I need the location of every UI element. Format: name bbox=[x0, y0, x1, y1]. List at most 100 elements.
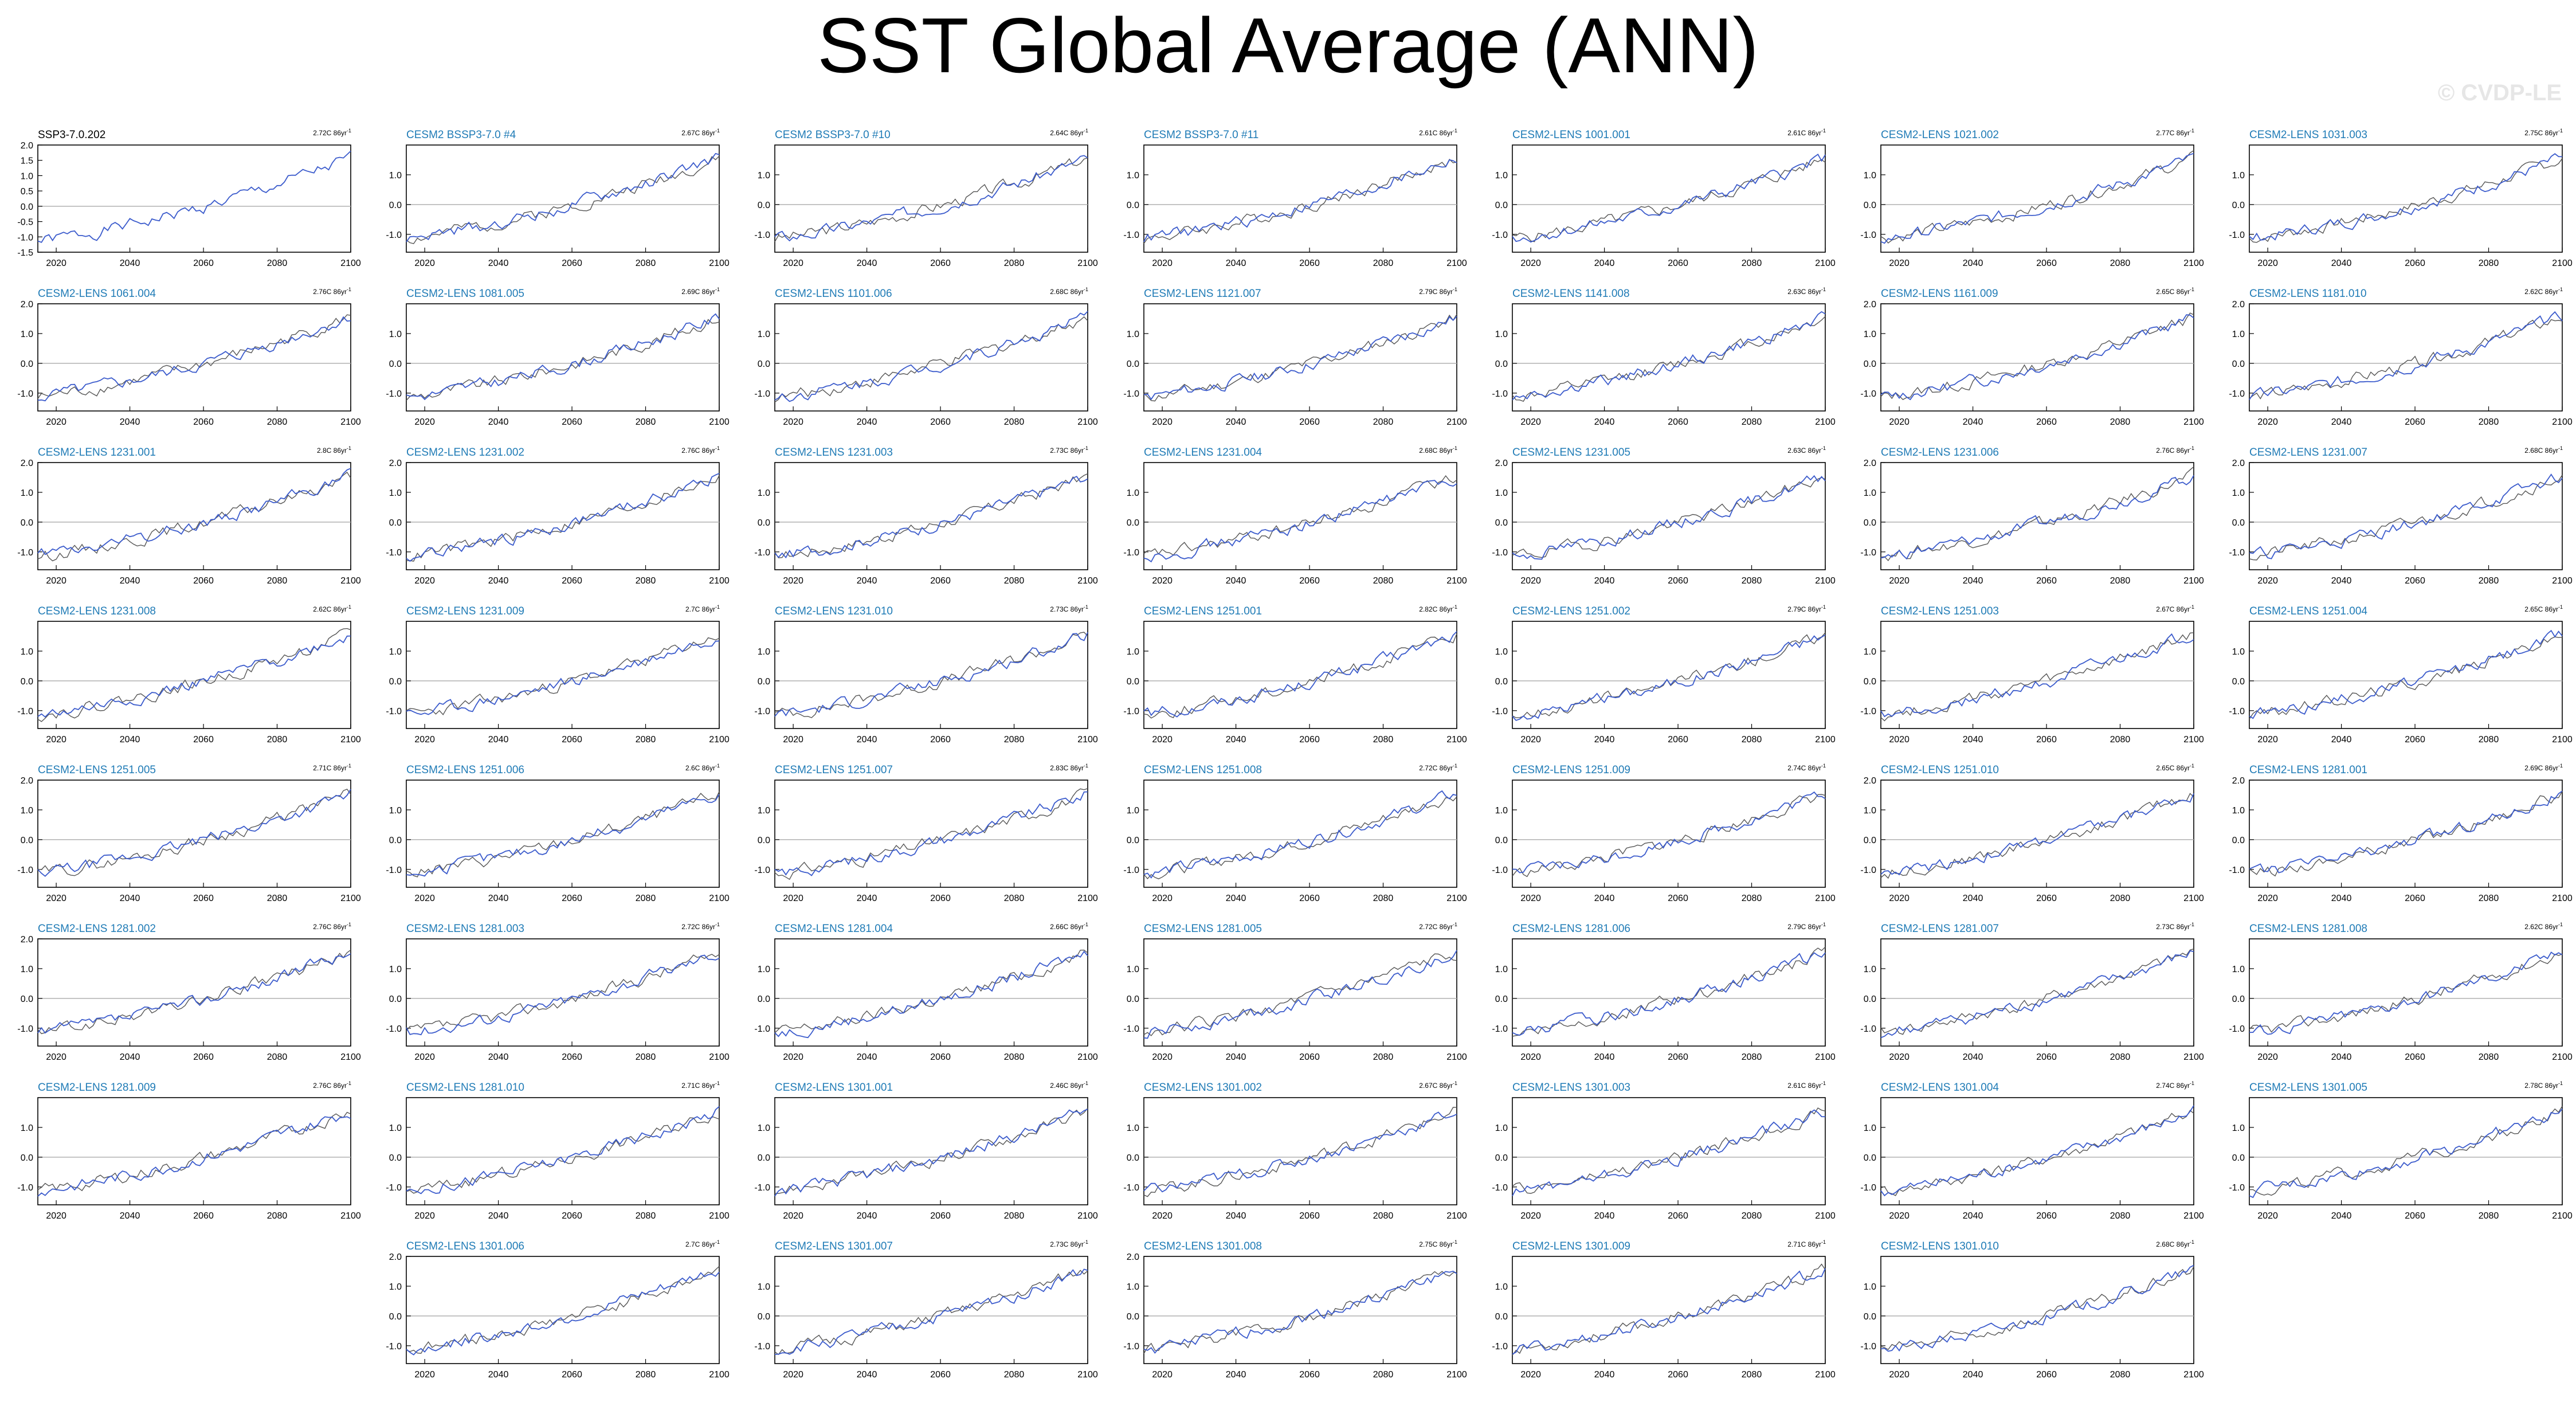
y-tick-label: -1.0 bbox=[1123, 1024, 1139, 1034]
x-tick-label: 2100 bbox=[709, 259, 730, 268]
y-tick-label: -1.0 bbox=[2229, 548, 2245, 558]
x-tick-label: 2020 bbox=[783, 417, 803, 427]
x-tick-label: 2040 bbox=[1594, 1370, 1615, 1380]
y-tick-label: 0.0 bbox=[1864, 836, 1876, 845]
x-tick-label: 2040 bbox=[120, 894, 140, 903]
chart-panel: CESM2-LENS 1231.007 2.68C 86yr-1 2.0 1.0 0.0… bbox=[2214, 445, 2572, 600]
panel-trend-label: 2.72C 86yr-1 bbox=[313, 128, 351, 137]
x-tick-label: 2040 bbox=[2331, 576, 2352, 586]
y-tick-label: 0.0 bbox=[21, 994, 33, 1004]
member-series-line bbox=[2249, 790, 2563, 874]
x-tick-label: 2020 bbox=[1520, 894, 1541, 903]
x-tick-label: 2100 bbox=[1077, 894, 1098, 903]
chart-panel: CESM2-LENS 1031.003 2.75C 86yr-1 1.0 0.0 -1.… bbox=[2214, 128, 2572, 283]
panel-title: CESM2-LENS 1251.003 bbox=[1881, 605, 1999, 617]
chart-panel: CESM2-LENS 1141.008 2.63C 86yr-1 1.0 0.0 -1.… bbox=[1477, 287, 1835, 441]
x-tick-label: 2060 bbox=[1668, 735, 1688, 745]
panel-plot: 1.0 0.0 -1.0 2020 2040 2060 2080 2100 bbox=[1860, 621, 2204, 745]
x-tick-label: 2020 bbox=[2257, 735, 2278, 745]
y-tick-label: 1.0 bbox=[758, 171, 770, 181]
plot-frame bbox=[406, 303, 720, 412]
panel-trend-label: 2.75C 86yr-1 bbox=[1419, 1239, 1457, 1248]
reference-series-line bbox=[2249, 790, 2563, 877]
panel-plot: 1.0 0.0 -1.0 2020 2040 2060 2080 2100 bbox=[1860, 1256, 2204, 1380]
x-tick-label: 2020 bbox=[1520, 1370, 1541, 1380]
y-tick-label: -1.0 bbox=[17, 389, 33, 399]
panel-title: CESM2-LENS 1301.003 bbox=[1512, 1082, 1630, 1094]
x-tick-label: 2040 bbox=[488, 735, 509, 745]
x-tick-label: 2100 bbox=[2183, 1052, 2204, 1062]
reference-series-line bbox=[1143, 796, 1457, 880]
y-tick-label: -1.0 bbox=[2229, 389, 2245, 399]
y-tick-label: 2.0 bbox=[21, 935, 33, 945]
panel-title: CESM2-LENS 1281.008 bbox=[2249, 923, 2367, 935]
x-tick-label: 2100 bbox=[2183, 1211, 2204, 1221]
watermark: © CVDP-LE bbox=[2437, 80, 2562, 105]
x-tick-label: 2080 bbox=[267, 576, 288, 586]
y-tick-label: -1.0 bbox=[1860, 707, 1876, 716]
x-tick-label: 2060 bbox=[930, 576, 951, 586]
x-tick-label: 2080 bbox=[1004, 1370, 1025, 1380]
panel-plot: 1.0 0.0 -1.0 2020 2040 2060 2080 2100 bbox=[754, 621, 1098, 745]
y-tick-label: 0.0 bbox=[389, 677, 402, 687]
y-tick-label: 0.0 bbox=[1127, 201, 1139, 210]
reference-series-line bbox=[1512, 946, 1826, 1037]
panel-title: CESM2-LENS 1231.007 bbox=[2249, 447, 2367, 459]
x-tick-label: 2080 bbox=[2110, 576, 2131, 586]
y-tick-label: -1.0 bbox=[754, 1183, 770, 1193]
page-title: SST Global Average (ANN) bbox=[817, 2, 1759, 89]
panel-trend-label: 2.68C 86yr-1 bbox=[1050, 287, 1088, 296]
chart-panel: CESM2-LENS 1281.007 2.73C 86yr-1 1.0 0.0 -1.… bbox=[1845, 922, 2204, 1076]
x-tick-label: 2100 bbox=[2552, 1211, 2573, 1221]
x-tick-label: 2100 bbox=[2552, 417, 2573, 427]
chart-panel: CESM2-LENS 1301.009 2.71C 86yr-1 1.0 0.0 -1.… bbox=[1477, 1239, 1835, 1394]
panel-plot: 1.0 0.0 -1.0 2020 2040 2060 2080 2100 bbox=[386, 938, 730, 1062]
panel-plot: 1.0 0.0 -1.0 2020 2040 2060 2080 2100 bbox=[2229, 938, 2573, 1062]
x-tick-label: 2020 bbox=[2257, 259, 2278, 268]
x-tick-label: 2100 bbox=[2552, 1052, 2573, 1062]
x-tick-label: 2080 bbox=[1004, 1052, 1025, 1062]
x-tick-label: 2040 bbox=[1594, 1211, 1615, 1221]
x-tick-label: 2060 bbox=[2405, 1211, 2425, 1221]
y-tick-label: 0.0 bbox=[389, 836, 402, 845]
x-tick-label: 2100 bbox=[1077, 1211, 1098, 1221]
y-tick-label: 1.0 bbox=[389, 1282, 402, 1292]
panel-title: CESM2 BSSP3-7.0 #4 bbox=[406, 129, 516, 141]
y-tick-label: -1.0 bbox=[1123, 389, 1139, 399]
member-series-line bbox=[1143, 480, 1457, 563]
y-tick-label: -1.0 bbox=[754, 389, 770, 399]
member-series-line bbox=[774, 632, 1088, 717]
panel-title: CESM2-LENS 1301.004 bbox=[1881, 1082, 1999, 1094]
panel-trend-label: 2.63C 86yr-1 bbox=[1787, 287, 1826, 296]
y-tick-label: 1.0 bbox=[1127, 330, 1139, 339]
member-series-line bbox=[774, 476, 1088, 559]
x-tick-label: 2100 bbox=[2183, 417, 2204, 427]
chart-panel: CESM2-LENS 1281.003 2.72C 86yr-1 1.0 0.0 -1.… bbox=[371, 922, 730, 1076]
member-series-line bbox=[1143, 1270, 1457, 1354]
plot-frame bbox=[1880, 1256, 2194, 1364]
x-tick-label: 2040 bbox=[1963, 1211, 1983, 1221]
y-tick-label: 0.0 bbox=[1127, 518, 1139, 528]
member-series-line bbox=[2249, 473, 2563, 559]
x-tick-label: 2040 bbox=[2331, 894, 2352, 903]
x-tick-label: 2080 bbox=[2479, 1052, 2499, 1062]
x-tick-label: 2020 bbox=[46, 417, 66, 427]
y-tick-label: 0.0 bbox=[1864, 1153, 1876, 1163]
plot-frame bbox=[37, 938, 351, 1047]
panel-plot: 1.0 0.0 -1.0 2020 2040 2060 2080 2100 bbox=[1123, 1097, 1467, 1221]
plot-frame bbox=[1143, 621, 1457, 729]
y-tick-label: 0.0 bbox=[21, 836, 33, 845]
plot-frame bbox=[774, 462, 1088, 570]
y-tick-label: 0.0 bbox=[1127, 994, 1139, 1004]
panel-trend-label: 2.7C 86yr-1 bbox=[685, 1239, 720, 1248]
x-tick-label: 2060 bbox=[1668, 576, 1688, 586]
panel-plot: 1.0 0.0 -1.0 2020 2040 2060 2080 2100 bbox=[1123, 144, 1467, 268]
x-tick-label: 2080 bbox=[1004, 735, 1025, 745]
x-tick-label: 2100 bbox=[1077, 1052, 1098, 1062]
member-series-line bbox=[1143, 1111, 1457, 1193]
chart-panel: SSP3-7.0.202 2.72C 86yr-1 2.0 1.5 1.0 0.5 0.0 -… bbox=[2, 128, 360, 283]
plot-frame bbox=[406, 462, 720, 570]
x-tick-label: 2020 bbox=[1889, 894, 1910, 903]
x-tick-label: 2020 bbox=[2257, 894, 2278, 903]
member-series-line bbox=[1880, 633, 2194, 718]
